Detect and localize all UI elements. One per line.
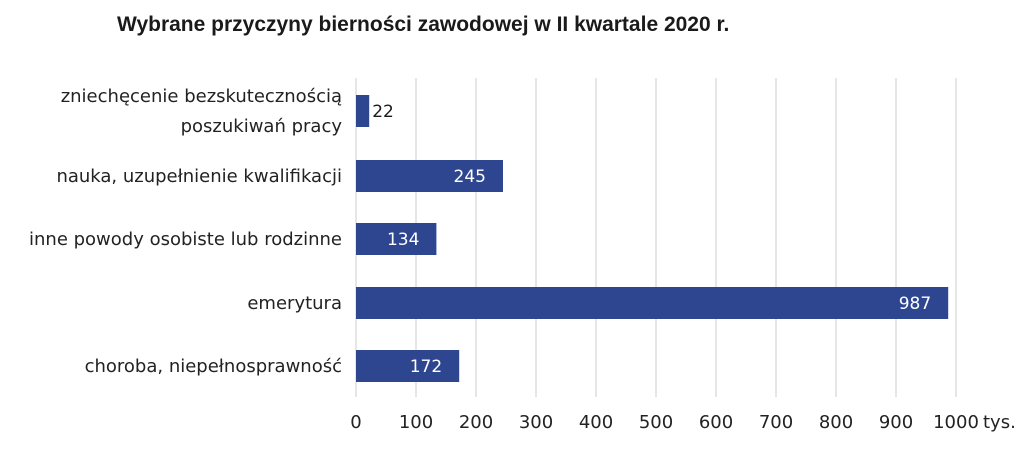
bar: [356, 160, 503, 192]
x-tick-label: 800: [819, 412, 853, 433]
bars: 22 245 134 987 172: [356, 95, 949, 382]
bar: [356, 350, 460, 382]
x-tick-label: 900: [879, 412, 913, 433]
category-label: choroba, niepełnosprawność: [85, 356, 342, 377]
x-tick-label: 1000: [933, 412, 979, 433]
x-tick-label: 100: [399, 412, 433, 433]
data-label: 22: [372, 102, 394, 122]
x-tick-label: 200: [459, 412, 493, 433]
category-label: zniechęcenie bezskutecznością: [61, 86, 342, 107]
x-tick-label: 400: [579, 412, 613, 433]
x-tick-label: 500: [639, 412, 673, 433]
x-axis-ticks: 0 100 200 300 400 500 600 700 800 900 1000 tys.: [350, 412, 1016, 433]
x-tick-label: 0: [350, 412, 361, 433]
category-labels: zniechęcenie bezskutecznością poszukiwań …: [29, 86, 342, 377]
gridlines: [355, 78, 957, 397]
bar: [356, 287, 949, 319]
category-label: inne powody osobiste lub rodzinne: [29, 229, 342, 250]
x-tick-label: 600: [699, 412, 733, 433]
bar: [356, 223, 437, 255]
data-label: 134: [387, 230, 419, 250]
data-label: 172: [410, 357, 442, 377]
x-tick-label: 300: [519, 412, 553, 433]
bar: [356, 95, 370, 127]
category-label: nauka, uzupełnienie kwalifikacji: [56, 166, 342, 187]
chart-title: Wybrane przyczyny bierności zawodowej w …: [117, 13, 730, 36]
data-label: 245: [454, 167, 486, 187]
category-label: poszukiwań pracy: [181, 116, 343, 137]
x-tick-label: 700: [759, 412, 793, 433]
data-label: 987: [899, 294, 931, 314]
x-axis-unit: tys.: [983, 412, 1016, 433]
category-label: emerytura: [247, 293, 342, 314]
